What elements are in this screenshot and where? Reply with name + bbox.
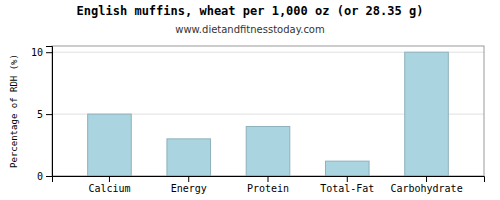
y-tick: 5: [37, 109, 52, 120]
y-tick-mark: [46, 52, 52, 53]
y-tick: 0: [37, 171, 52, 182]
x-tick-label: Calcium: [88, 183, 130, 194]
y-axis-title: Percentage of RDH (%): [9, 54, 19, 168]
x-tick: Total-Fat: [320, 176, 374, 194]
bar: [167, 139, 211, 176]
bar: [246, 126, 290, 176]
x-tick-mark: [268, 176, 269, 182]
x-tick-label: Protein: [247, 183, 289, 194]
y-tick: 10: [31, 47, 52, 58]
x-tick: Protein: [247, 176, 289, 194]
plot: Calcium Energy Protein Total-Fat Carbohydrat…: [31, 46, 485, 194]
x-tick: Carbohydrate: [390, 176, 462, 194]
title: English muffins, wheat per 1,000 oz (or …: [77, 4, 424, 18]
grid: [52, 52, 484, 176]
x-tick-mark: [347, 176, 348, 182]
x-tick: Energy: [171, 176, 207, 194]
y-tick-mark: [46, 114, 52, 115]
bars: [88, 52, 449, 176]
x-tick: Calcium: [88, 176, 130, 194]
bar: [88, 114, 132, 176]
x-axis-line: [53, 177, 485, 183]
y-axis-line: [46, 47, 53, 177]
x-tick-label: Total-Fat: [320, 183, 374, 194]
bar: [405, 52, 449, 176]
plot-frame: [52, 46, 484, 176]
y-tick-mark: [46, 176, 52, 177]
y-tick-label: 10: [31, 47, 43, 58]
x-axis: Calcium Energy Protein Total-Fat Carbohydrat…: [53, 176, 485, 194]
x-tick-mark: [188, 176, 189, 182]
subtitle: www.dietandfitnesstoday.com: [175, 24, 324, 35]
x-tick-mark: [109, 176, 110, 182]
y-tick-label: 0: [37, 171, 43, 182]
bar: [325, 161, 369, 176]
y-axis: 0 5 10: [31, 47, 53, 182]
y-tick-label: 5: [37, 109, 43, 120]
x-tick-mark: [426, 176, 427, 182]
chart: English muffins, wheat per 1,000 oz (or …: [0, 0, 500, 200]
x-tick-label: Energy: [171, 183, 207, 194]
x-tick-label: Carbohydrate: [390, 183, 462, 194]
